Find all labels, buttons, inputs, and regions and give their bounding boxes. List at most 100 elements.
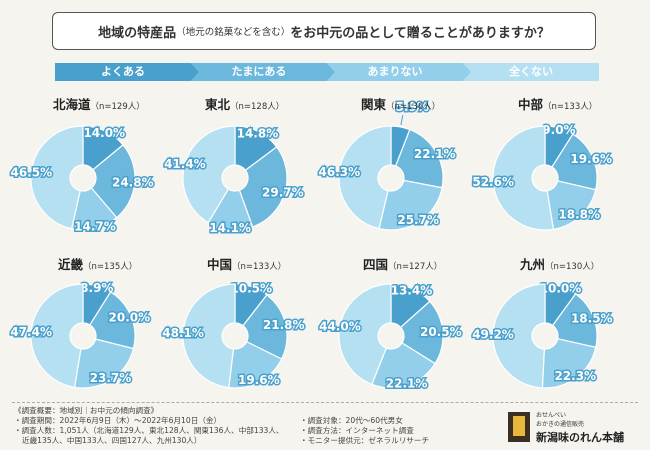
donut-3-slice-3	[492, 125, 555, 231]
donut-2-slice-2	[378, 179, 443, 231]
region-n-2: （n=136人）	[386, 102, 441, 112]
region-heading-7: 九州（n=130人）	[520, 254, 599, 273]
brand-name: 新潟味のれん本舗	[536, 431, 624, 444]
donut-6-slice-3	[338, 283, 392, 386]
donut-4-label-1: 20.0%	[109, 310, 151, 324]
survey-footer: 《調査概要：地域別｜お中元の傾向調査》 ・調査期間：2022年6月9日（木）～2…	[12, 402, 638, 449]
footer-count-2: 近畿135人、中国133人、四国127人、九州130人）	[22, 436, 202, 445]
region-n-6: （n=127人）	[388, 262, 443, 272]
donut-3-slice-1	[551, 133, 598, 191]
footer-target: ・調査対象：20代～60代男女	[300, 416, 403, 425]
donut-0-slice-1	[90, 144, 136, 219]
legend: よくある たまにある あまりない 全くない	[55, 63, 599, 81]
donut-5-slice-3	[182, 283, 236, 389]
donut-7-label-1: 18.5%	[571, 311, 613, 325]
region-n-1: （n=128人）	[230, 102, 285, 112]
region-heading-0: 北海道（n=129人）	[53, 94, 145, 113]
legend-arrows	[55, 63, 599, 81]
donut-6-label-2: 22.1%	[386, 377, 428, 391]
legend-label-tamaniaru: たまにある	[231, 65, 287, 78]
region-heading-6: 四国（n=127人）	[363, 254, 442, 273]
donut-1-label-3: 41.4%	[164, 157, 206, 171]
donut-3-label-3: 52.6%	[472, 175, 514, 189]
donut-4-slice-3	[30, 283, 84, 388]
donut-4-slice-1	[89, 291, 136, 350]
footer-period: ・調査期間：2022年6月9日（木）～2022年6月10日（金）	[14, 416, 222, 425]
donut-6-slice-2	[371, 342, 436, 389]
region-n-5: （n=133人）	[232, 262, 287, 272]
donut-2-label-2: 25.7%	[397, 213, 439, 227]
region-heading-1: 東北（n=128人）	[205, 94, 284, 113]
region-heading-5: 中国（n=133人）	[207, 254, 286, 273]
donut-7-label-0: 10.0%	[540, 281, 582, 295]
donut-charts: 14.0% 24.8% 14.7% 46.5% 14.8% 29.7% 14.1% 41.4%…	[9, 94, 614, 392]
donut-7-slice-3	[492, 283, 546, 389]
legend-label-mattakunai: 全くない	[509, 65, 553, 78]
footer-count-1: ・調査人数：1,051人（北海道129人、東北128人、関東136人、中部133…	[14, 426, 284, 435]
donut-5-label-0: 10.5%	[230, 282, 272, 296]
donut-svg: 14.0% 24.8% 14.7% 46.5% 14.8% 29.7% 14.1% 41.4%…	[9, 99, 614, 392]
donut-4-label-3: 47.4%	[10, 325, 52, 339]
title-main-before: 地域の特産品	[98, 25, 177, 41]
region-n-0: （n=129人）	[90, 102, 145, 112]
donut-5-label-2: 19.6%	[238, 373, 280, 387]
region-heading-2: 関東（n=136人）	[361, 94, 440, 113]
donut-1-label-0: 14.8%	[237, 126, 279, 140]
donut-4-label-0: 8.9%	[80, 281, 113, 295]
region-name-5: 中国	[207, 257, 233, 272]
region-name-1: 東北	[205, 97, 231, 112]
donut-1-label-2: 14.1%	[209, 221, 251, 235]
region-name-6: 四国	[363, 257, 389, 272]
brand-mark-icon	[508, 412, 530, 442]
donut-3-label-0: 9.0%	[542, 123, 575, 137]
region-name-3: 中部	[518, 97, 544, 112]
donut-6-label-0: 13.4%	[391, 283, 433, 297]
donut-1-slice-1	[238, 146, 288, 228]
region-n-4: （n=135人）	[83, 262, 138, 272]
donut-7-slice-1	[551, 293, 598, 349]
donut-2-label-0: 5.9%	[396, 100, 429, 114]
donut-5-slice-1	[242, 294, 288, 360]
donut-2-slice-3	[338, 125, 392, 230]
title-paren: （地元の銘菓などを含む）	[176, 27, 291, 38]
donut-5-slice-2	[228, 340, 283, 389]
region-heading-3: 中部（n=133人）	[518, 94, 597, 113]
brand-sub2: おかきの通信販売	[536, 421, 585, 428]
region-name-2: 関東	[361, 97, 387, 112]
donut-7-label-3: 49.2%	[472, 328, 514, 342]
donut-2-slice-1	[394, 128, 444, 189]
donut-4-label-2: 23.7%	[90, 371, 132, 385]
donut-0-label-0: 14.0%	[83, 126, 125, 140]
donut-3-label-2: 18.8%	[558, 207, 600, 221]
region-name-7: 九州	[520, 257, 546, 272]
legend-arrow-3	[463, 63, 599, 81]
footer-method: ・調査方法：インターネット調査	[300, 426, 414, 435]
region-heading-4: 近畿（n=135人）	[58, 254, 137, 273]
chart-title: 地域の特産品 （地元の銘菓などを含む） をお中元の品として贈ることがありますか？	[52, 12, 596, 50]
region-n-7: （n=130人）	[545, 262, 600, 272]
region-name-4: 近畿	[58, 257, 84, 272]
brand-sub1: おせんべい	[536, 412, 567, 419]
donut-1-slice-3	[182, 125, 236, 224]
legend-label-amarinai: あまりない	[367, 65, 423, 78]
legend-label-yokuaru: よくある	[101, 65, 145, 78]
region-n-3: （n=133人）	[543, 102, 598, 112]
donut-5-label-1: 21.8%	[263, 318, 305, 332]
brand-logo: おせんべい おかきの通信販売 新潟味のれん本舗	[508, 410, 643, 446]
donut-2-label-1: 22.1%	[414, 147, 456, 161]
donut-6-label-1: 20.5%	[420, 325, 462, 339]
donut-3-label-1: 19.6%	[570, 152, 612, 166]
region-name-0: 北海道	[53, 97, 91, 112]
donut-0-label-3: 46.5%	[10, 165, 52, 179]
donut-6-label-3: 44.0%	[319, 319, 361, 333]
donut-4-slice-2	[73, 338, 135, 389]
donut-3-slice-2	[546, 180, 597, 230]
donut-0-label-2: 14.7%	[74, 220, 116, 234]
footer-heading: 《調査概要：地域別｜お中元の傾向調査》	[14, 406, 159, 415]
legend-arrow-1	[191, 63, 335, 81]
title-main-after: をお中元の品として贈ることがありますか？	[290, 25, 550, 41]
legend-arrow-2	[327, 63, 471, 81]
donut-2-leader-0	[400, 115, 404, 126]
donut-7-slice-2	[541, 338, 597, 389]
donut-1-label-1: 29.7%	[262, 185, 304, 199]
